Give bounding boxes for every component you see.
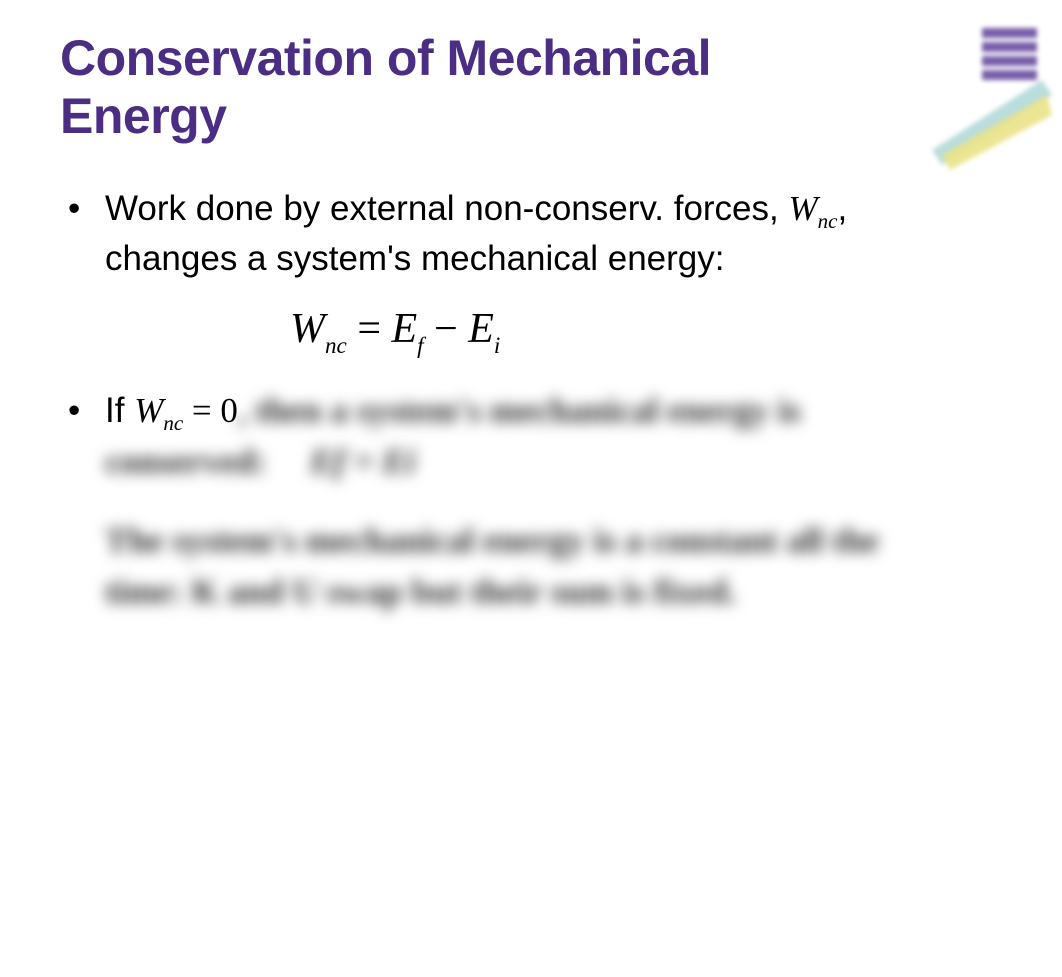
symbol-W: W bbox=[788, 189, 817, 228]
bullet-2-if: If bbox=[105, 391, 134, 430]
bullet-2-eq0: = 0 bbox=[183, 391, 238, 430]
eq-minus: − bbox=[424, 306, 469, 352]
bullet-2: If Wnc = 0, then a system's mechanical e… bbox=[60, 387, 1012, 437]
blurred-content: conserved: Ef = Ei The system's mechanic… bbox=[60, 437, 1012, 617]
slide: Conservation of Mechanical Energy Work d… bbox=[0, 0, 1062, 977]
bullet-1: Work done by external non-conserv. force… bbox=[60, 185, 1012, 283]
eq-Wsub: nc bbox=[325, 332, 347, 358]
equation-wnc: Wnc = Ef − Ei bbox=[60, 305, 1012, 357]
slide-title: Conservation of Mechanical Energy bbox=[60, 30, 880, 145]
eq-Ei: E bbox=[468, 306, 494, 352]
eq-W: W bbox=[290, 306, 325, 352]
bullet-1-text-b: changes a system's mechanical energy: bbox=[105, 239, 725, 278]
bullet-1-text-a: Work done by external non-conserv. force… bbox=[105, 189, 788, 228]
eq-equals: = bbox=[347, 306, 392, 352]
bullet-2-W: W bbox=[134, 391, 163, 430]
eq-Efsub: f bbox=[417, 332, 423, 358]
blurred-conserved: conserved: bbox=[105, 442, 266, 481]
blurred-ef-ei: Ef = Ei bbox=[310, 442, 416, 481]
eq-Ef: E bbox=[392, 306, 418, 352]
bullet-2-Wnc: Wnc bbox=[134, 391, 183, 430]
bullet-2-Wsub: nc bbox=[163, 411, 183, 435]
logo-icon bbox=[922, 20, 1052, 170]
eq-Eisub: i bbox=[494, 332, 500, 358]
blurred-line-2: The system's mechanical energy is a cons… bbox=[105, 516, 1012, 567]
bullet-1-comma: , bbox=[837, 189, 847, 228]
bullet-2-blur-rest: , then a system's mechanical energy is bbox=[238, 391, 801, 430]
blurred-line-3: time: K and U swap but their sum is fixe… bbox=[105, 567, 1012, 618]
symbol-Wnc: Wnc bbox=[788, 189, 837, 228]
symbol-W-sub: nc bbox=[818, 209, 838, 233]
blurred-line-1: conserved: Ef = Ei bbox=[105, 437, 1012, 488]
